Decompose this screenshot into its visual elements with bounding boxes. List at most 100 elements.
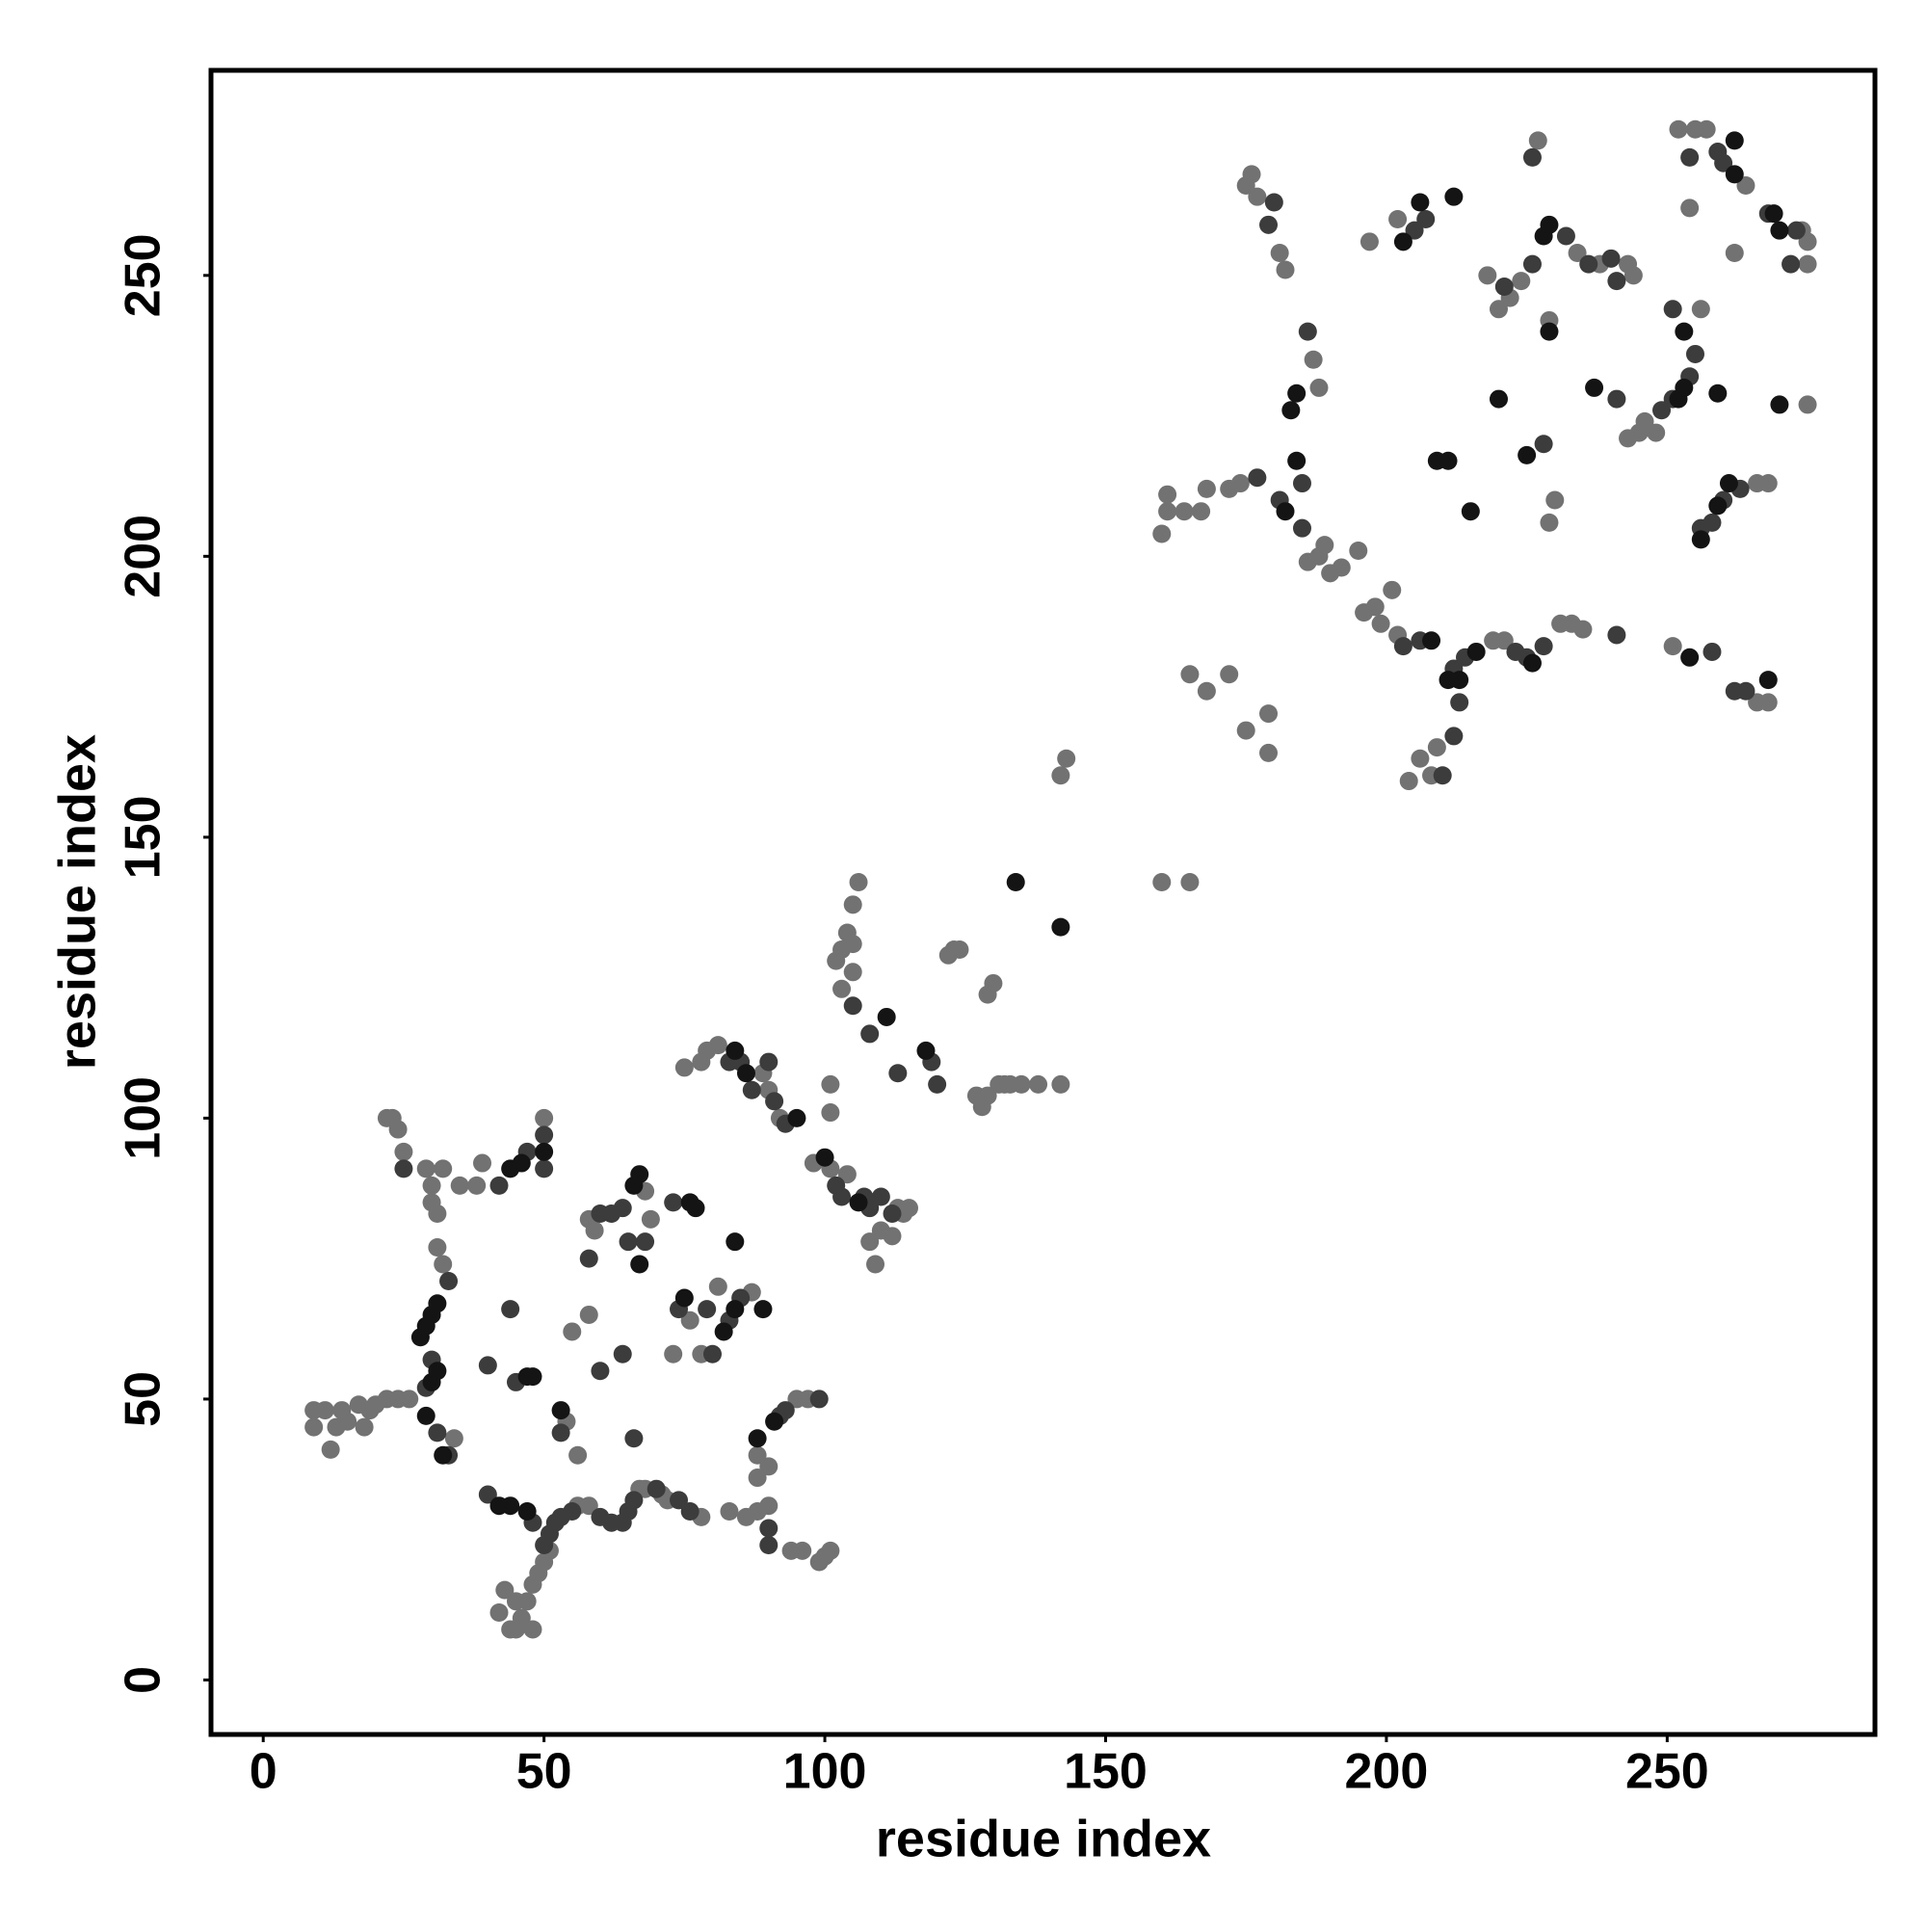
point xyxy=(1512,272,1531,291)
point xyxy=(1725,131,1744,150)
point xyxy=(1770,221,1789,240)
x-tick-label: 150 xyxy=(1064,1744,1148,1800)
point xyxy=(1175,502,1194,521)
point xyxy=(1029,1074,1048,1094)
point xyxy=(1770,395,1789,414)
point xyxy=(849,873,868,892)
y-tick-label: 0 xyxy=(116,1666,172,1694)
point xyxy=(506,1592,525,1611)
point xyxy=(686,1199,705,1218)
x-tick-label: 0 xyxy=(250,1744,277,1800)
point xyxy=(1675,378,1694,397)
point xyxy=(1534,435,1553,454)
point xyxy=(1051,766,1070,785)
point xyxy=(1371,614,1390,633)
point xyxy=(1540,513,1559,532)
point xyxy=(624,1176,644,1195)
point xyxy=(726,1041,745,1060)
point xyxy=(698,1300,717,1319)
point xyxy=(1545,490,1565,510)
point xyxy=(883,1204,902,1224)
point xyxy=(434,1255,453,1274)
point xyxy=(1556,226,1575,246)
point xyxy=(1518,445,1537,464)
point xyxy=(535,1142,554,1161)
point xyxy=(860,1232,880,1252)
point xyxy=(950,940,969,959)
point xyxy=(1422,631,1441,650)
point xyxy=(478,1356,497,1375)
point xyxy=(748,1469,767,1488)
point xyxy=(1152,524,1172,543)
point xyxy=(512,1153,531,1173)
point xyxy=(1439,451,1458,470)
point xyxy=(1680,648,1700,667)
point xyxy=(1534,637,1553,656)
point xyxy=(1012,1074,1031,1094)
point xyxy=(1411,749,1430,768)
point xyxy=(568,1445,588,1465)
point xyxy=(563,1502,582,1522)
point xyxy=(871,1187,890,1206)
point xyxy=(748,1445,767,1465)
point xyxy=(1758,693,1778,712)
point xyxy=(1522,147,1542,167)
point xyxy=(517,1502,537,1522)
point xyxy=(720,1502,739,1522)
x-tick-label: 200 xyxy=(1345,1744,1429,1800)
point xyxy=(1444,187,1464,206)
point xyxy=(613,1344,632,1363)
point xyxy=(1697,119,1716,139)
point xyxy=(1623,266,1643,285)
point xyxy=(1411,193,1430,212)
y-tick-label: 250 xyxy=(116,233,172,317)
point xyxy=(708,1036,727,1055)
point xyxy=(523,1367,542,1387)
point xyxy=(304,1417,324,1437)
point xyxy=(1158,502,1177,521)
point xyxy=(416,1406,436,1425)
point xyxy=(1158,485,1177,504)
point xyxy=(1786,221,1806,240)
point xyxy=(428,1423,447,1442)
point xyxy=(1663,637,1682,656)
point xyxy=(759,1457,779,1476)
point xyxy=(843,935,862,954)
point xyxy=(1315,536,1334,555)
point xyxy=(815,1148,834,1167)
point xyxy=(1399,772,1418,791)
point xyxy=(321,1440,340,1459)
x-tick-label: 50 xyxy=(516,1744,572,1800)
point xyxy=(501,1300,520,1319)
point xyxy=(759,1052,779,1072)
point xyxy=(535,1108,554,1127)
point xyxy=(1393,232,1412,251)
point xyxy=(1708,496,1728,516)
point xyxy=(1332,558,1351,577)
point xyxy=(489,1176,509,1195)
point xyxy=(1416,210,1436,229)
point xyxy=(630,1255,649,1274)
point xyxy=(748,1429,767,1448)
point xyxy=(1264,193,1283,212)
point xyxy=(1736,681,1755,701)
point xyxy=(355,1417,374,1437)
point xyxy=(624,1491,644,1510)
point xyxy=(388,1120,408,1139)
point xyxy=(899,1199,918,1218)
point xyxy=(535,1125,554,1145)
point xyxy=(394,1142,413,1161)
point xyxy=(860,1024,880,1044)
point xyxy=(591,1362,610,1381)
point xyxy=(674,1058,694,1077)
point xyxy=(585,1221,604,1240)
point xyxy=(843,895,862,914)
point xyxy=(647,1479,666,1498)
point xyxy=(1383,580,1402,599)
point xyxy=(410,1328,430,1347)
point xyxy=(1635,411,1654,431)
point xyxy=(400,1389,419,1409)
points xyxy=(304,119,1817,1639)
point xyxy=(1444,727,1464,746)
